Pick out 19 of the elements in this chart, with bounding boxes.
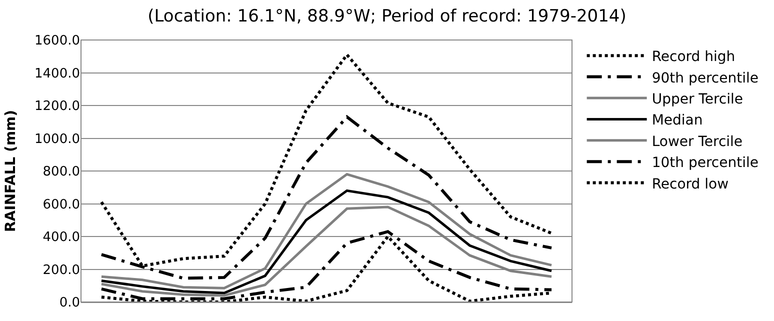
legend-label: Median [652, 112, 703, 129]
legend-label: Record low [652, 176, 729, 192]
y-tick-label: 600.0 [42, 197, 80, 212]
y-tick-label: 0.0 [59, 296, 80, 311]
line-series [100, 189, 553, 294]
y-tick-label: 1000.0 [34, 132, 80, 147]
y-tick-label: 1200.0 [34, 99, 80, 114]
legend-label: 10th percentile [652, 155, 758, 172]
y-tick-label: 1400.0 [34, 66, 80, 82]
legend-label: Lower Tercile [652, 134, 743, 150]
y-tick-label: 400.0 [42, 230, 80, 246]
legend-label: 90th percentile [652, 70, 758, 86]
y-tick-label: 1600.0 [34, 34, 80, 49]
y-tick-label: 800.0 [42, 164, 80, 180]
chart-title: (Location: 16.1°N, 88.9°W; Period of record: 1979-2014) [148, 6, 626, 27]
y-axis-title: RAINFALL (mm) [3, 110, 20, 232]
legend-label: Record high [652, 49, 736, 66]
legend-label: Upper Tercile [652, 91, 743, 108]
y-tick-label: 200.0 [42, 262, 80, 278]
